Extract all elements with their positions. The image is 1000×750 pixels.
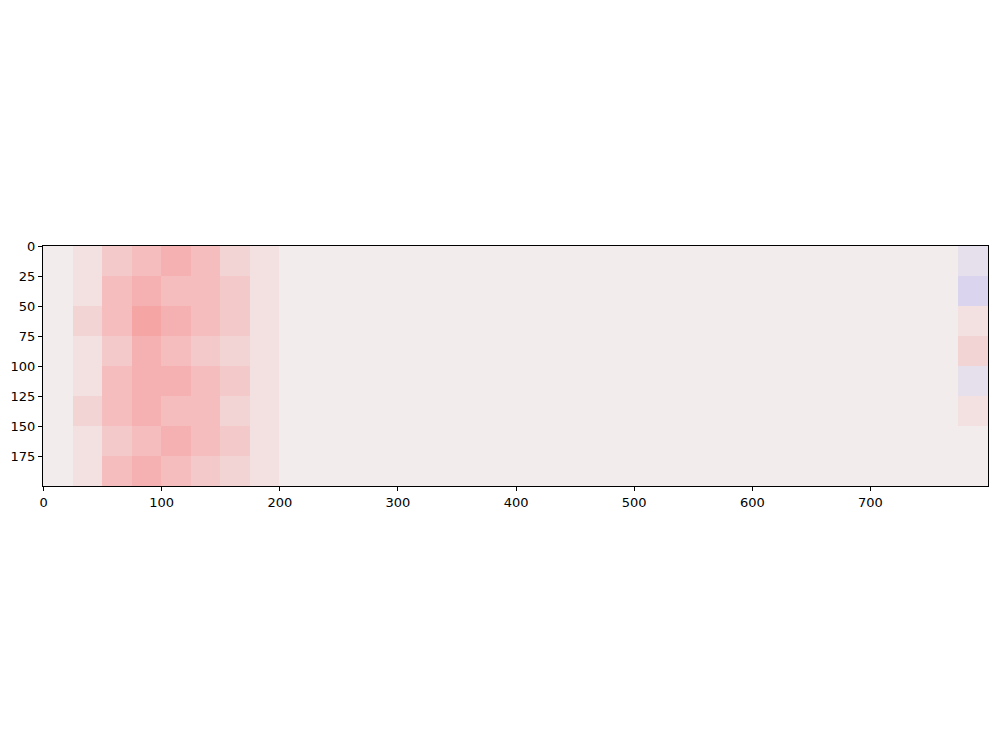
- svg-text:600: 600: [740, 495, 765, 510]
- svg-text:100: 100: [11, 359, 36, 374]
- svg-text:50: 50: [19, 299, 36, 314]
- svg-text:125: 125: [11, 389, 36, 404]
- svg-text:150: 150: [11, 419, 36, 434]
- svg-text:25: 25: [19, 269, 36, 284]
- svg-text:200: 200: [267, 495, 292, 510]
- svg-text:100: 100: [149, 495, 174, 510]
- svg-text:175: 175: [11, 449, 36, 464]
- svg-text:700: 700: [858, 495, 883, 510]
- svg-text:0: 0: [39, 495, 47, 510]
- svg-text:400: 400: [504, 495, 529, 510]
- svg-text:300: 300: [386, 495, 411, 510]
- svg-text:0: 0: [27, 239, 35, 254]
- svg-text:500: 500: [622, 495, 647, 510]
- svg-text:75: 75: [19, 329, 36, 344]
